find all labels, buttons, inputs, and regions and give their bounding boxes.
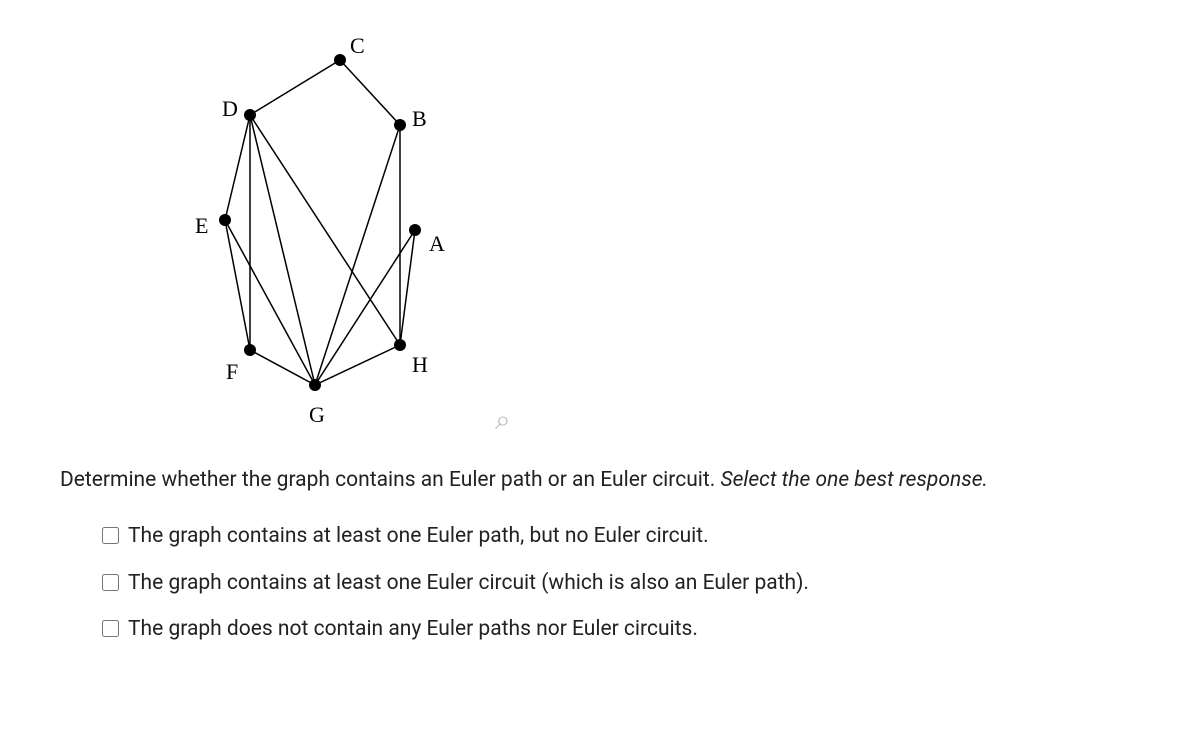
edge-D-E [225,115,250,220]
vertex-G [309,379,321,391]
option-2-checkbox[interactable] [102,574,119,591]
graph-svg [120,20,570,430]
vertex-H [394,339,406,351]
graph-diagram: CDBEAFGH ⌕ [120,20,570,430]
option-3-label: The graph does not contain any Euler pat… [128,614,698,644]
magnify-icon[interactable]: ⌕ [495,400,511,441]
vertex-E [219,214,231,226]
edge-B-G [315,125,400,385]
options-list: The graph contains at least one Euler pa… [60,521,1140,644]
vertex-D [244,109,256,121]
vertex-label-E: E [195,210,208,242]
edge-D-G [250,115,315,385]
vertex-label-C: C [350,30,365,62]
edge-D-H [250,115,400,345]
option-1-label: The graph contains at least one Euler pa… [128,521,709,551]
vertex-label-D: D [222,93,238,125]
question-prompt: Determine whether the graph contains an … [60,465,1140,495]
option-row: The graph contains at least one Euler ci… [102,568,1140,598]
vertex-label-A: A [429,228,445,260]
vertex-label-F: F [226,356,238,388]
edge-E-F [225,220,250,350]
vertex-label-H: H [412,349,428,381]
vertex-B [394,119,406,131]
vertex-C [334,54,346,66]
edges-layer [225,60,415,385]
question-text: Determine whether the graph contains an … [60,468,721,492]
vertex-A [409,224,421,236]
vertex-label-B: B [412,103,427,135]
option-row: The graph contains at least one Euler pa… [102,521,1140,551]
edge-C-D [250,60,340,115]
vertex-F [244,344,256,356]
option-3-checkbox[interactable] [102,620,119,637]
option-1-checkbox[interactable] [102,527,119,544]
question-instruction: Select the one best response. [721,468,988,492]
edge-A-H [400,230,415,345]
option-2-label: The graph contains at least one Euler ci… [128,568,809,598]
option-row: The graph does not contain any Euler pat… [102,614,1140,644]
edge-C-B [340,60,400,125]
vertex-label-G: G [309,399,325,431]
